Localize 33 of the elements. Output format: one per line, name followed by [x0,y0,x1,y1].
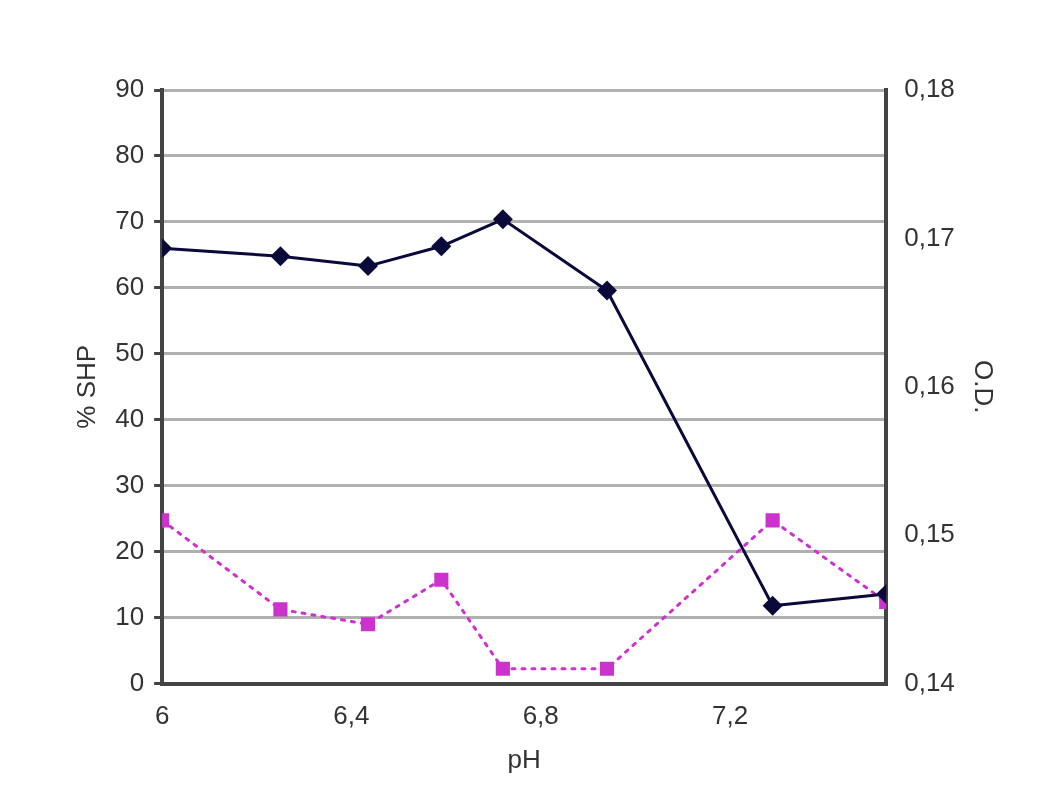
y-tick-label: 70 [115,205,145,236]
point [599,661,615,676]
y-tick-label: 80 [115,139,145,170]
x-tick-label: 6,4 [333,700,370,731]
point [596,280,617,301]
point [270,246,291,267]
y2-tick-label: 0,14 [904,666,955,697]
point [431,236,452,257]
y2-tick-label: 0,18 [904,73,955,104]
y-tick-label: 90 [115,73,145,104]
y-tick-label: 30 [115,468,145,499]
point [357,256,378,277]
point [765,513,780,528]
x-axis-title: pH [507,743,541,774]
y-tick-label: 10 [115,600,145,631]
y2-tick-label: 0,16 [904,369,955,400]
y2-tick-label: 0,15 [904,518,955,549]
y-axis-title: % SHP [70,344,101,429]
y-tick-label: 40 [115,402,145,433]
x-tick-label: 7,2 [711,700,749,731]
x-tick-label: 6,8 [522,700,559,731]
x-tick-label: 6 [154,700,170,731]
y2-tick-label: 0,17 [904,221,955,252]
point [273,602,288,617]
y2-axis-title: O.D. [969,360,1000,414]
y-tick-label: 0 [129,666,145,697]
point [360,617,376,632]
y-tick-label: 60 [115,271,145,302]
point [492,209,513,230]
y-tick-label: 50 [115,336,145,367]
y-tick-label: 20 [115,534,145,565]
point [434,572,449,587]
point [495,661,510,676]
